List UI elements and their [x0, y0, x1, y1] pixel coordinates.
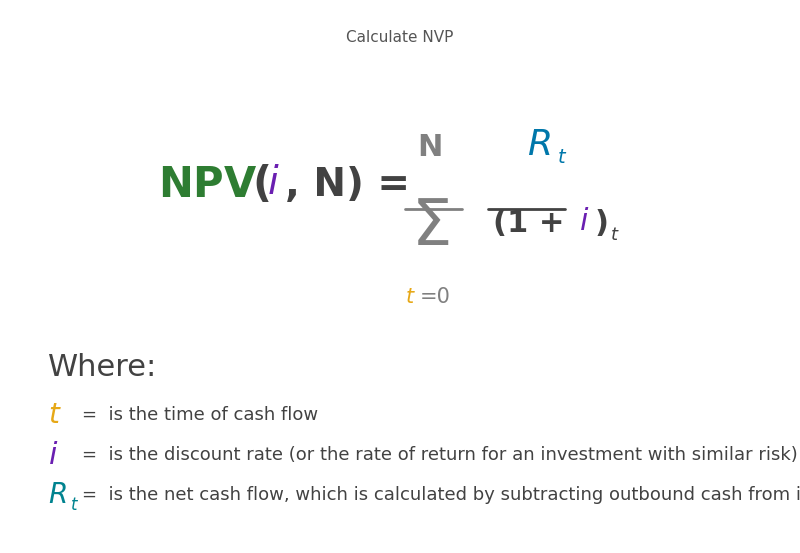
Text: $t$: $t$ [557, 148, 567, 166]
Text: =  is the time of cash flow: = is the time of cash flow [82, 406, 318, 424]
Text: $t$: $t$ [610, 226, 620, 244]
Text: $R$: $R$ [527, 128, 550, 162]
Text: N: N [418, 133, 442, 161]
Text: $\bf{\it{i}}$: $\bf{\it{i}}$ [48, 441, 58, 469]
Text: (: ( [252, 164, 271, 206]
Text: $t$: $t$ [70, 496, 79, 514]
Text: $R$: $R$ [48, 481, 66, 509]
Text: =0: =0 [420, 287, 451, 307]
Text: $\Sigma$: $\Sigma$ [411, 196, 449, 258]
Text: , N) =: , N) = [285, 166, 410, 204]
Text: $\it{t}$: $\it{t}$ [48, 401, 62, 429]
Text: ): ) [595, 208, 609, 237]
Text: $\it{i}$: $\it{i}$ [579, 206, 590, 236]
Text: $\it{i}$: $\it{i}$ [267, 164, 280, 202]
Text: $\it{t}$: $\it{t}$ [405, 287, 416, 307]
Text: Calculate NVP: Calculate NVP [346, 30, 454, 45]
Text: Where:: Where: [48, 353, 158, 383]
Text: =  is the discount rate (or the rate of return for an investment with similar ri: = is the discount rate (or the rate of r… [82, 446, 798, 464]
Text: (1 +: (1 + [493, 208, 575, 237]
Text: $\bf{NPV}$: $\bf{NPV}$ [158, 164, 258, 206]
Text: =  is the net cash flow, which is calculated by subtracting outbound cash from i: = is the net cash flow, which is calcula… [82, 486, 800, 504]
